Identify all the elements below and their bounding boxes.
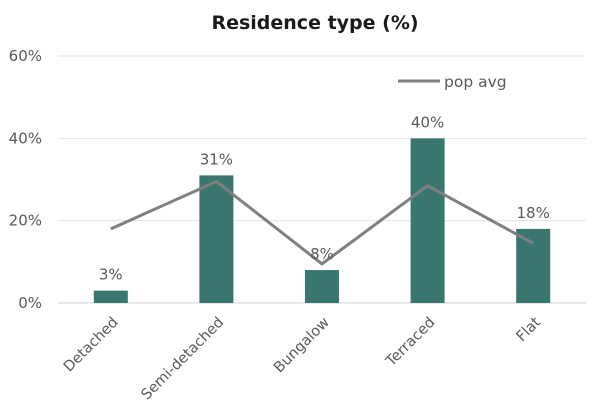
y-axis: 0% 20% 40% 60% (9, 47, 42, 312)
y-tick-label: 60% (9, 47, 42, 65)
x-tick-label: Flat (514, 314, 545, 345)
data-label: 8% (310, 245, 334, 263)
bar (410, 138, 445, 303)
bar (93, 290, 128, 303)
data-label: 40% (411, 113, 444, 131)
legend-label: pop avg (444, 73, 507, 91)
x-tick-label: Detached (61, 315, 122, 376)
bar (516, 228, 551, 303)
y-tick-label: 0% (18, 294, 42, 312)
gridlines (58, 55, 586, 304)
data-labels: 3% 31% 8% 40% 18% (99, 113, 550, 283)
x-tick-label: Terraced (383, 315, 439, 371)
y-tick-label: 40% (9, 129, 42, 147)
line-series (110, 180, 534, 266)
x-tick-label: Bungalow (271, 314, 333, 376)
legend: pop avg (398, 73, 507, 91)
x-tick-label: Semi-detached (138, 315, 227, 401)
bar-series (93, 138, 551, 303)
data-label: 3% (99, 266, 123, 284)
y-tick-label: 20% (9, 212, 42, 230)
x-axis: Detached Semi-detached Bungalow Terraced Fla… (61, 314, 544, 401)
bar (305, 270, 339, 303)
bar (199, 175, 234, 303)
data-label: 31% (200, 150, 233, 168)
chart-title: Residence type (%) (211, 12, 418, 34)
data-label: 18% (517, 204, 550, 222)
